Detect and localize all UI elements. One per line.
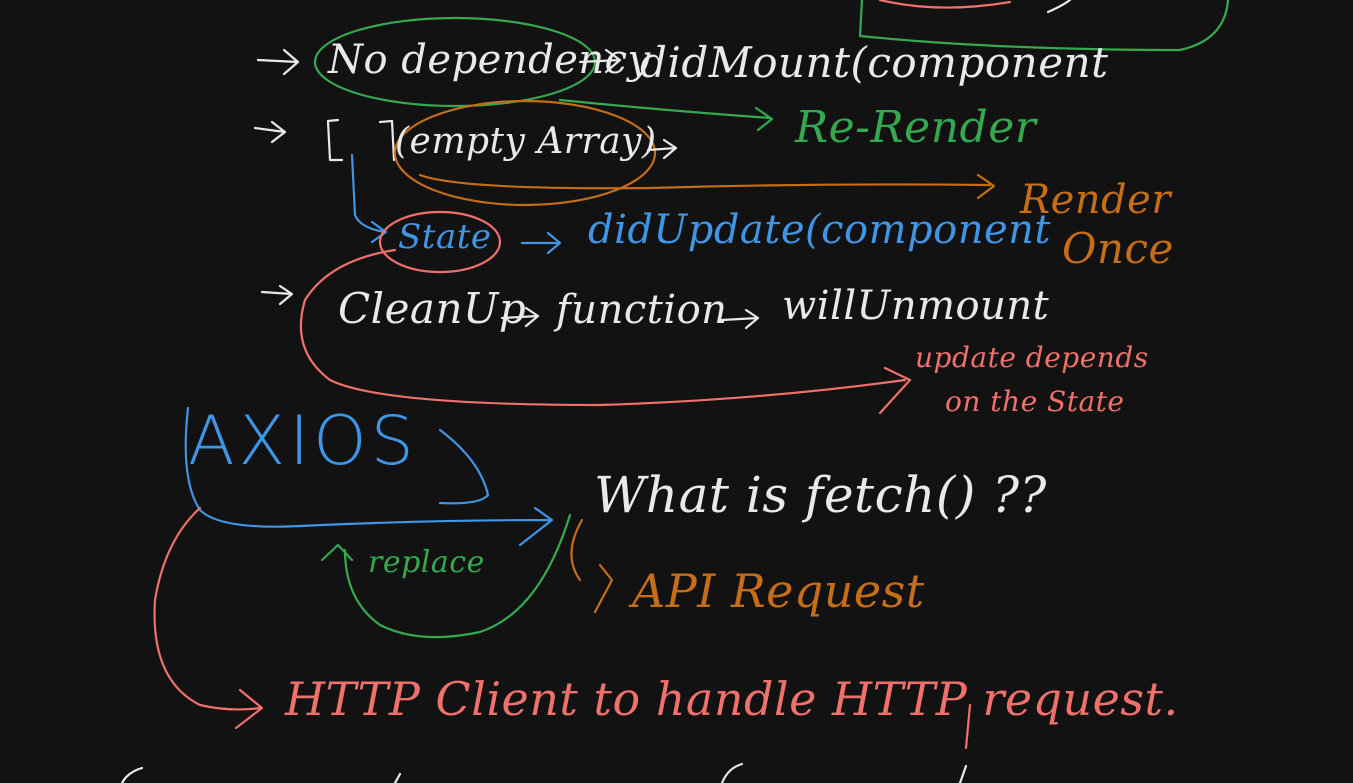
did-update-label: didUpdate(component — [588, 207, 1051, 253]
arrow-state-to-didupdate — [520, 231, 562, 255]
arrow-nodep-to-didmount — [578, 48, 622, 74]
replace-green-curve — [320, 513, 572, 639]
axios-underline-curl — [438, 428, 490, 505]
orange-paren-to-api — [570, 518, 614, 614]
empty-array-label: (empty Array) — [395, 121, 657, 162]
function-label: function — [556, 287, 728, 333]
render-once-line2: Once — [1062, 224, 1174, 273]
arrow-row1-bullet — [256, 48, 300, 76]
api-request-label: API Request — [632, 564, 925, 618]
top-box-outline — [858, 0, 1230, 52]
http-request-tail — [964, 703, 972, 750]
axios-heading: AXIOS — [188, 402, 418, 481]
arrow-function-to-willunmount — [720, 308, 760, 330]
did-mount-label: didMount(component — [640, 38, 1109, 87]
arrow-bracket-to-state — [350, 153, 388, 244]
state-ellipse — [378, 210, 502, 274]
empty-array-ellipse — [393, 99, 657, 207]
loop-state-to-update-depends — [299, 248, 912, 415]
no-dependency-label: No dependency — [328, 37, 651, 83]
arrow-row4-bullet — [260, 284, 294, 306]
arrow-row2-bullet — [253, 120, 287, 144]
arrow-emptyarray-to-renderonce — [418, 173, 996, 200]
re-render-label: Re-Render — [795, 102, 1037, 153]
what-is-fetch-label: What is fetch() ?? — [594, 466, 1047, 524]
top-red-scribble — [878, 0, 1012, 9]
update-depends-line1: update depends — [915, 341, 1149, 374]
render-once-line1: Render — [1020, 177, 1171, 223]
arrow-nodep-to-rerender — [558, 98, 774, 132]
axios-loop-to-fetch — [184, 406, 554, 547]
cleanup-label: CleanUp — [338, 284, 527, 333]
update-depends-line2: on the State — [945, 385, 1125, 418]
bottom-left-scribble — [120, 766, 144, 783]
will-unmount-label: willUnmount — [782, 283, 1050, 329]
bottom-mid-scribble — [393, 762, 968, 783]
http-client-label: HTTP Client to handle HTTP request. — [285, 672, 1179, 726]
empty-array-brackets — [326, 118, 396, 162]
arrow-emptyarray-bullet — [646, 138, 678, 160]
top-white-scribble — [1046, 0, 1072, 14]
loop-axios-to-http-client — [153, 506, 264, 730]
arrow-cleanup-to-function — [500, 306, 540, 328]
replace-label: replace — [368, 545, 485, 580]
state-label: State — [398, 217, 492, 257]
